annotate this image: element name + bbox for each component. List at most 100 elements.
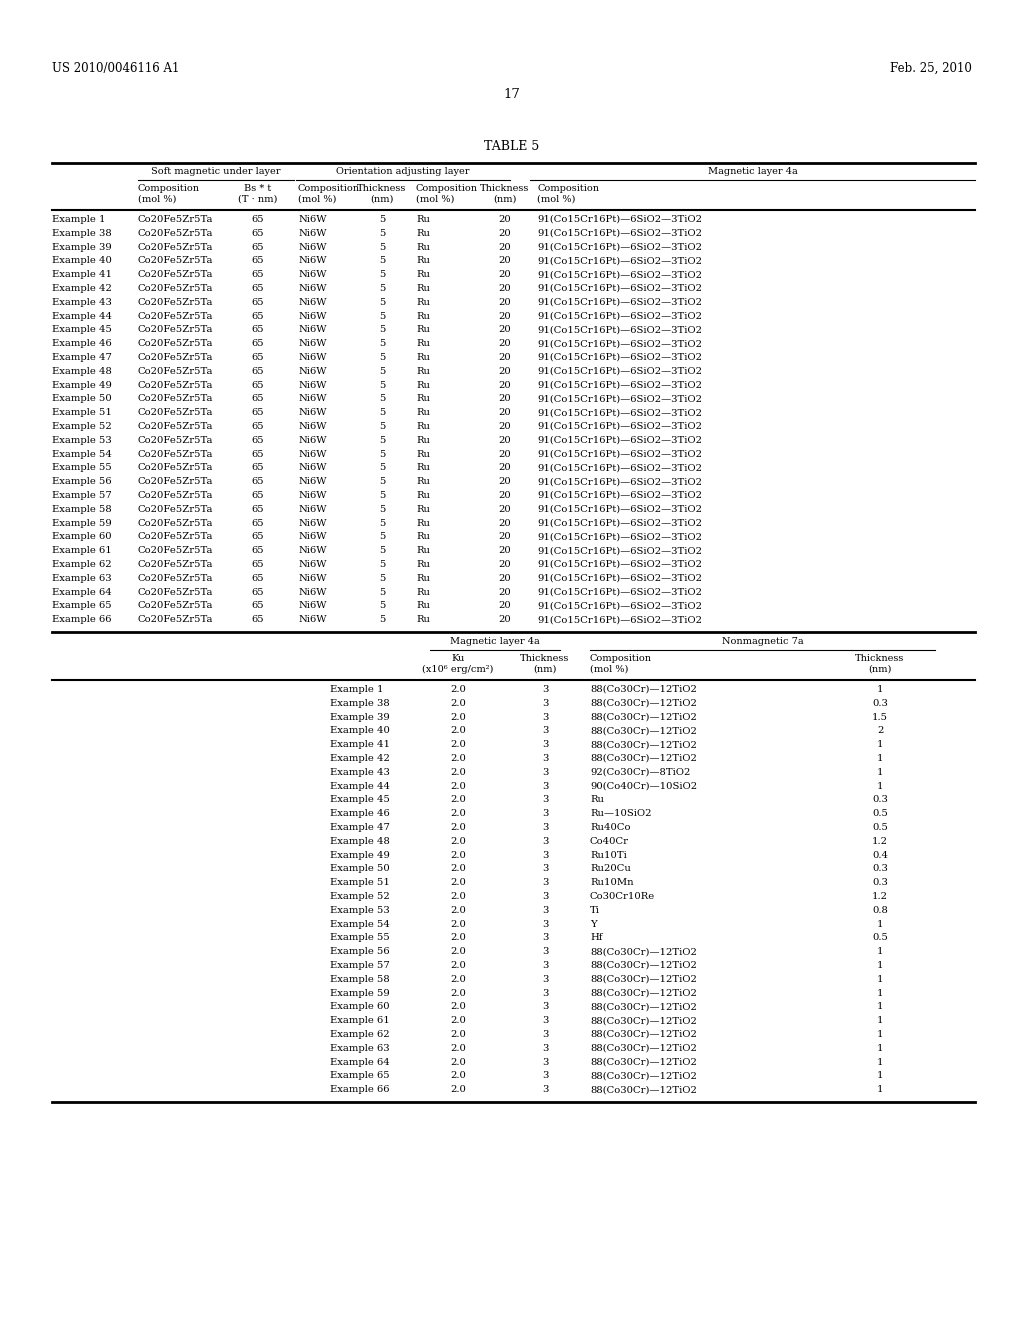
Text: 5: 5 bbox=[379, 504, 385, 513]
Text: Ru: Ru bbox=[416, 532, 430, 541]
Text: 2.0: 2.0 bbox=[451, 1044, 466, 1053]
Text: Ru: Ru bbox=[416, 450, 430, 458]
Text: Ni6W: Ni6W bbox=[298, 215, 327, 224]
Text: Co20Fe5Zr5Ta: Co20Fe5Zr5Ta bbox=[138, 504, 213, 513]
Text: Ru: Ru bbox=[416, 463, 430, 473]
Text: 5: 5 bbox=[379, 243, 385, 252]
Text: Example 52: Example 52 bbox=[52, 422, 112, 432]
Text: Ru: Ru bbox=[416, 408, 430, 417]
Text: Ni6W: Ni6W bbox=[298, 284, 327, 293]
Text: Co30Cr10Re: Co30Cr10Re bbox=[590, 892, 655, 902]
Text: 20: 20 bbox=[499, 615, 511, 624]
Text: Ru: Ru bbox=[416, 256, 430, 265]
Text: 5: 5 bbox=[379, 312, 385, 321]
Text: Example 54: Example 54 bbox=[330, 920, 390, 928]
Text: 3: 3 bbox=[542, 754, 548, 763]
Text: Example 39: Example 39 bbox=[52, 243, 112, 252]
Text: Ti: Ti bbox=[590, 906, 600, 915]
Text: 1: 1 bbox=[877, 781, 884, 791]
Text: 1.2: 1.2 bbox=[872, 837, 888, 846]
Text: Ni6W: Ni6W bbox=[298, 312, 327, 321]
Text: Example 58: Example 58 bbox=[330, 974, 390, 983]
Text: 65: 65 bbox=[252, 574, 264, 583]
Text: 91(Co15Cr16Pt)—6SiO2—3TiO2: 91(Co15Cr16Pt)—6SiO2—3TiO2 bbox=[537, 574, 702, 583]
Text: 2.0: 2.0 bbox=[451, 865, 466, 874]
Text: 2.0: 2.0 bbox=[451, 892, 466, 902]
Text: 2.0: 2.0 bbox=[451, 1072, 466, 1080]
Text: 2.0: 2.0 bbox=[451, 1057, 466, 1067]
Text: Ru20Cu: Ru20Cu bbox=[590, 865, 631, 874]
Text: Ni6W: Ni6W bbox=[298, 367, 327, 376]
Text: Ni6W: Ni6W bbox=[298, 560, 327, 569]
Text: Example 38: Example 38 bbox=[52, 228, 112, 238]
Text: Ni6W: Ni6W bbox=[298, 243, 327, 252]
Text: Co20Fe5Zr5Ta: Co20Fe5Zr5Ta bbox=[138, 587, 213, 597]
Text: Co20Fe5Zr5Ta: Co20Fe5Zr5Ta bbox=[138, 339, 213, 348]
Text: Ru: Ru bbox=[416, 367, 430, 376]
Text: 5: 5 bbox=[379, 408, 385, 417]
Text: 3: 3 bbox=[542, 1057, 548, 1067]
Text: Example 57: Example 57 bbox=[330, 961, 390, 970]
Text: 20: 20 bbox=[499, 532, 511, 541]
Text: Example 45: Example 45 bbox=[330, 796, 390, 804]
Text: Ni6W: Ni6W bbox=[298, 463, 327, 473]
Text: Example 40: Example 40 bbox=[330, 726, 390, 735]
Text: 3: 3 bbox=[542, 892, 548, 902]
Text: 65: 65 bbox=[252, 504, 264, 513]
Text: Example 63: Example 63 bbox=[52, 574, 112, 583]
Text: Example 51: Example 51 bbox=[330, 878, 390, 887]
Text: Example 49: Example 49 bbox=[52, 380, 112, 389]
Text: 5: 5 bbox=[379, 284, 385, 293]
Text: Ru: Ru bbox=[416, 491, 430, 500]
Text: 91(Co15Cr16Pt)—6SiO2—3TiO2: 91(Co15Cr16Pt)—6SiO2—3TiO2 bbox=[537, 587, 702, 597]
Text: Example 60: Example 60 bbox=[330, 1002, 389, 1011]
Text: 3: 3 bbox=[542, 698, 548, 708]
Text: 20: 20 bbox=[499, 228, 511, 238]
Text: 91(Co15Cr16Pt)—6SiO2—3TiO2: 91(Co15Cr16Pt)—6SiO2—3TiO2 bbox=[537, 532, 702, 541]
Text: Ni6W: Ni6W bbox=[298, 436, 327, 445]
Text: Co20Fe5Zr5Ta: Co20Fe5Zr5Ta bbox=[138, 546, 213, 556]
Text: Example 50: Example 50 bbox=[330, 865, 390, 874]
Text: Co20Fe5Zr5Ta: Co20Fe5Zr5Ta bbox=[138, 532, 213, 541]
Text: Example 55: Example 55 bbox=[330, 933, 390, 942]
Text: Ru: Ru bbox=[590, 796, 604, 804]
Text: Example 56: Example 56 bbox=[330, 948, 389, 956]
Text: 88(Co30Cr)—12TiO2: 88(Co30Cr)—12TiO2 bbox=[590, 1002, 697, 1011]
Text: 91(Co15Cr16Pt)—6SiO2—3TiO2: 91(Co15Cr16Pt)—6SiO2—3TiO2 bbox=[537, 491, 702, 500]
Text: 5: 5 bbox=[379, 271, 385, 280]
Text: 2.0: 2.0 bbox=[451, 933, 466, 942]
Text: 1: 1 bbox=[877, 685, 884, 694]
Text: Ru: Ru bbox=[416, 298, 430, 306]
Text: 3: 3 bbox=[542, 781, 548, 791]
Text: 65: 65 bbox=[252, 422, 264, 432]
Text: 5: 5 bbox=[379, 352, 385, 362]
Text: 65: 65 bbox=[252, 284, 264, 293]
Text: 2.0: 2.0 bbox=[451, 768, 466, 776]
Text: Ni6W: Ni6W bbox=[298, 504, 327, 513]
Text: 2.0: 2.0 bbox=[451, 1030, 466, 1039]
Text: 20: 20 bbox=[499, 380, 511, 389]
Text: Ni6W: Ni6W bbox=[298, 422, 327, 432]
Text: 2.0: 2.0 bbox=[451, 989, 466, 998]
Text: Ru: Ru bbox=[416, 436, 430, 445]
Text: 2.0: 2.0 bbox=[451, 698, 466, 708]
Text: Example 54: Example 54 bbox=[52, 450, 112, 458]
Text: 0.3: 0.3 bbox=[872, 698, 888, 708]
Text: Co20Fe5Zr5Ta: Co20Fe5Zr5Ta bbox=[138, 215, 213, 224]
Text: Y: Y bbox=[590, 920, 597, 928]
Text: Composition
(mol %): Composition (mol %) bbox=[537, 183, 599, 203]
Text: 88(Co30Cr)—12TiO2: 88(Co30Cr)—12TiO2 bbox=[590, 1044, 697, 1053]
Text: 91(Co15Cr16Pt)—6SiO2—3TiO2: 91(Co15Cr16Pt)—6SiO2—3TiO2 bbox=[537, 478, 702, 486]
Text: 3: 3 bbox=[542, 906, 548, 915]
Text: Thickness
(nm): Thickness (nm) bbox=[480, 183, 529, 203]
Text: Example 42: Example 42 bbox=[52, 284, 112, 293]
Text: Example 43: Example 43 bbox=[330, 768, 390, 776]
Text: Example 64: Example 64 bbox=[52, 587, 112, 597]
Text: 91(Co15Cr16Pt)—6SiO2—3TiO2: 91(Co15Cr16Pt)—6SiO2—3TiO2 bbox=[537, 228, 702, 238]
Text: Ni6W: Ni6W bbox=[298, 450, 327, 458]
Text: Feb. 25, 2010: Feb. 25, 2010 bbox=[890, 62, 972, 75]
Text: 88(Co30Cr)—12TiO2: 88(Co30Cr)—12TiO2 bbox=[590, 1085, 697, 1094]
Text: 91(Co15Cr16Pt)—6SiO2—3TiO2: 91(Co15Cr16Pt)—6SiO2—3TiO2 bbox=[537, 312, 702, 321]
Text: 91(Co15Cr16Pt)—6SiO2—3TiO2: 91(Co15Cr16Pt)—6SiO2—3TiO2 bbox=[537, 560, 702, 569]
Text: 91(Co15Cr16Pt)—6SiO2—3TiO2: 91(Co15Cr16Pt)—6SiO2—3TiO2 bbox=[537, 256, 702, 265]
